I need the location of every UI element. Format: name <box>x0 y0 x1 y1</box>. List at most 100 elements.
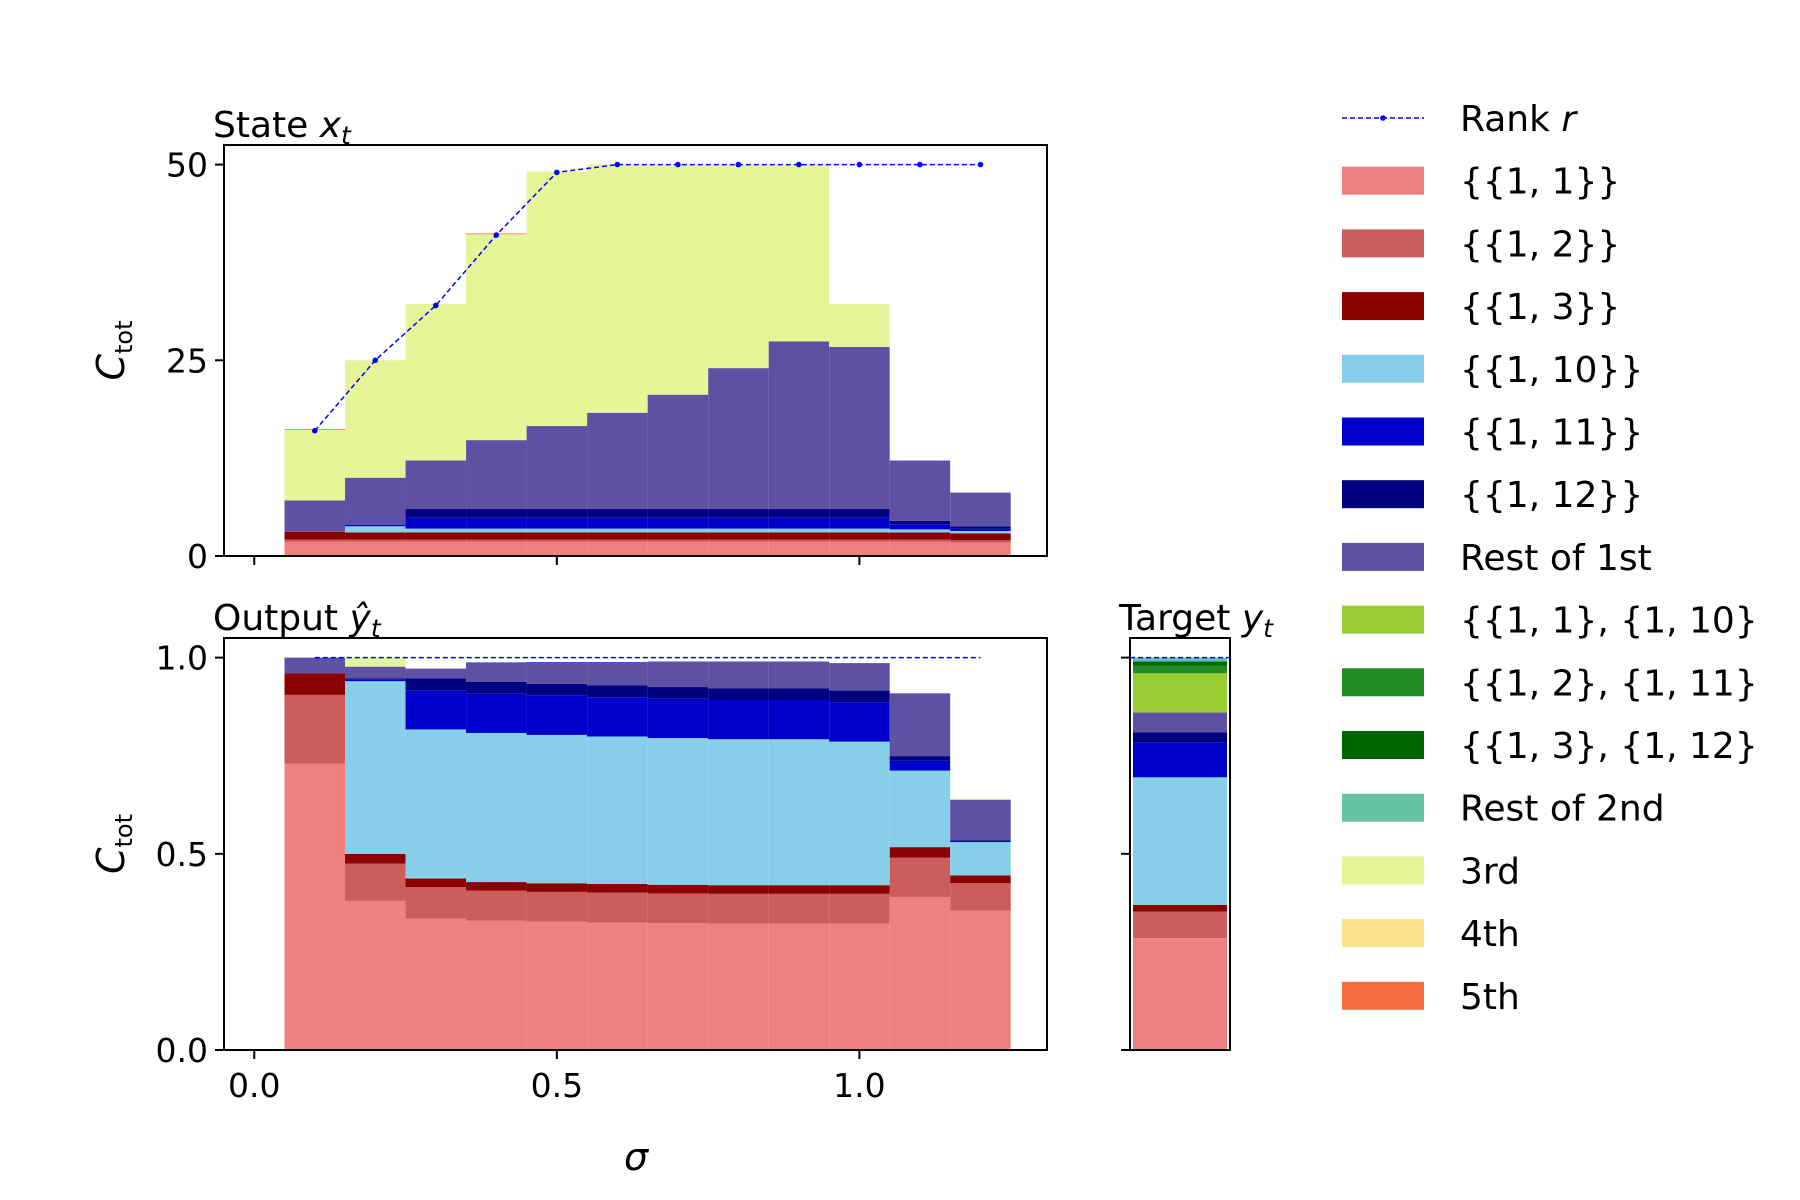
bar-segment <box>345 539 406 542</box>
bar-segment <box>829 541 890 556</box>
bar-segment <box>768 539 830 542</box>
bar-segment <box>526 695 588 735</box>
y-axis-label: Ctot <box>89 320 138 380</box>
bar-segment <box>768 661 830 689</box>
bar-segment <box>950 528 1011 531</box>
bar-segment <box>647 687 709 699</box>
target-panel: Target yt <box>1118 598 1274 1051</box>
bar-segment <box>708 509 769 518</box>
rank-marker <box>493 232 500 238</box>
bar-segment <box>889 520 951 525</box>
x-tick-label: 0.5 <box>531 1066 583 1105</box>
bar-segment <box>466 509 527 518</box>
y-label-main: C <box>89 847 133 874</box>
bar-segment <box>950 840 1011 841</box>
legend-label: Rest of 2nd <box>1460 789 1665 830</box>
bar-segment <box>829 517 890 529</box>
rank-marker <box>372 357 379 364</box>
legend-color-swatch <box>1342 417 1424 446</box>
bar-segment <box>405 690 467 730</box>
legend-item: {{1, 3}, {1, 12} <box>1342 726 1758 767</box>
series-1-12 <box>345 678 1011 841</box>
bar-segment <box>587 528 648 533</box>
bar-segment <box>466 532 527 540</box>
bar-segment <box>526 921 588 1050</box>
series-1-10 <box>345 526 1011 534</box>
bar-segment <box>950 842 1011 876</box>
legend-color-swatch <box>1342 856 1424 885</box>
series-1-1 <box>1133 938 1227 1050</box>
title-subscript: t <box>1263 614 1274 643</box>
bar-segment <box>284 429 346 501</box>
bar-segment <box>1133 732 1227 743</box>
bar-segment <box>466 920 527 1050</box>
bar-segment <box>708 661 769 689</box>
y-ticks <box>1121 656 1130 1051</box>
x-tick-label: 1.0 <box>833 1066 885 1105</box>
bar-segment <box>647 532 709 540</box>
series-1-11 <box>345 517 1011 531</box>
bar-segment <box>768 893 830 924</box>
legend: Rank r {{1, 1}} {{1, 2}} {{1, 3}} {{1, 10}} {… <box>1342 99 1758 1018</box>
bar-segment <box>466 732 527 883</box>
bar-segment <box>708 541 769 556</box>
bar-segment <box>526 891 588 922</box>
series-1-10 <box>1133 777 1227 905</box>
bar-segment <box>345 360 406 478</box>
series-1-3 <box>1133 904 1227 912</box>
axes-frame <box>223 637 1048 1051</box>
bar-segment <box>405 887 467 919</box>
series-1-12 <box>405 509 1011 529</box>
series-1-3 <box>284 673 1011 894</box>
title-subscript: t <box>371 614 382 643</box>
legend-item: {{1, 3}} <box>1342 287 1620 328</box>
bar-segment <box>647 661 709 688</box>
bar-segment <box>829 885 890 894</box>
bar-segment <box>889 539 951 542</box>
bar-segment <box>345 524 406 527</box>
bar-segment <box>526 517 588 529</box>
bar-segment <box>1133 712 1227 733</box>
bar-segment <box>284 694 346 764</box>
series-1-1 <box>284 541 1011 556</box>
y-ticks: 0 25 50 <box>166 146 224 576</box>
bar-segment <box>284 539 346 542</box>
bar-segment <box>405 729 467 879</box>
bar-segment <box>829 741 890 886</box>
legend-color-swatch <box>1342 793 1424 822</box>
series-rest-of-2nd <box>1133 657 1227 662</box>
bar-segment <box>708 923 769 1050</box>
y-tick-label: 50 <box>166 146 208 185</box>
bar-segment <box>647 528 709 533</box>
legend-item: Rank r <box>1342 99 1578 140</box>
bar-segment <box>466 662 527 682</box>
bar-segment <box>526 426 588 510</box>
bar-segment <box>587 661 648 686</box>
bar-segment <box>768 541 830 556</box>
bar-segment <box>284 657 346 674</box>
bar-segment <box>587 922 648 1050</box>
bar-segment <box>526 532 588 540</box>
bar-segment <box>950 526 1011 529</box>
bar-segment <box>889 532 951 540</box>
bar-segment <box>587 541 648 556</box>
legend-item: {{1, 2}} <box>1342 224 1620 265</box>
rank-marker <box>796 161 802 168</box>
legend-label-var: r <box>1561 99 1578 140</box>
legend-label: {{1, 2}, {1, 11} <box>1460 663 1758 704</box>
legend-label: {{1, 3}} <box>1460 287 1620 328</box>
bar-segment <box>587 164 648 413</box>
bar-segment <box>768 509 830 518</box>
bar-segment <box>526 509 588 518</box>
bar-segment <box>526 683 588 696</box>
bar-segment <box>889 760 951 771</box>
bar-segment <box>345 863 406 901</box>
y-axis-label: Ctot <box>89 814 138 874</box>
series-1-11 <box>1133 742 1227 778</box>
bar-segment <box>829 303 890 347</box>
bar-segment <box>345 477 406 525</box>
legend-color-swatch <box>1342 605 1424 634</box>
bar-segment <box>950 798 1011 800</box>
legend-color-swatch <box>1342 731 1424 759</box>
